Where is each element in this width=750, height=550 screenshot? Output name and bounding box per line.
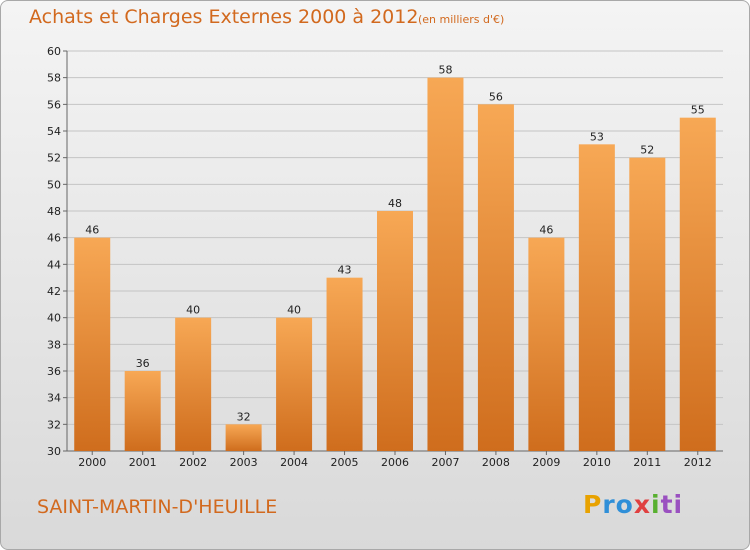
y-tick-label: 46 xyxy=(47,232,61,245)
bar-value-label: 32 xyxy=(237,410,251,423)
bar-value-label: 46 xyxy=(539,224,553,237)
bars xyxy=(74,77,716,452)
bar-value-label: 36 xyxy=(136,357,150,370)
y-tick-label: 60 xyxy=(47,45,61,58)
y-tick-label: 54 xyxy=(47,125,61,138)
y-tick-label: 50 xyxy=(47,178,61,191)
bar-value-label: 43 xyxy=(338,264,352,277)
bar-value-label: 55 xyxy=(691,104,705,117)
logo-part: P xyxy=(583,490,603,519)
chart-title: Achats et Charges Externes 2000 à 2012 xyxy=(29,6,419,28)
chart-subtitle: (en milliers d'€) xyxy=(418,13,505,26)
y-tick-label: 34 xyxy=(47,392,61,405)
y-tick-label: 32 xyxy=(47,418,61,431)
x-tick-label: 2000 xyxy=(78,456,106,469)
x-tick-label: 2001 xyxy=(129,456,157,469)
y-tick-label: 44 xyxy=(47,258,61,271)
logo-part: ti xyxy=(660,490,684,519)
x-tick-label: 2003 xyxy=(230,456,258,469)
bar xyxy=(578,144,615,452)
bar-value-label: 52 xyxy=(640,144,654,157)
bar-value-label: 40 xyxy=(186,304,200,317)
bar xyxy=(175,317,212,451)
logo-part: i xyxy=(650,490,661,519)
y-tick-label: 40 xyxy=(47,312,61,325)
bar xyxy=(225,424,262,451)
bar xyxy=(74,237,111,451)
bar xyxy=(679,117,716,452)
x-tick-label: 2002 xyxy=(179,456,207,469)
y-tick-label: 56 xyxy=(47,98,61,111)
bar xyxy=(477,104,514,451)
y-tick-label: 48 xyxy=(47,205,61,218)
x-tick-label: 2011 xyxy=(633,456,661,469)
x-tick-label: 2006 xyxy=(381,456,409,469)
y-tick-label: 52 xyxy=(47,152,61,165)
bar-value-label: 58 xyxy=(438,64,452,77)
logo-part: x xyxy=(633,490,651,519)
x-tick-label: 2008 xyxy=(482,456,510,469)
bar-value-label: 53 xyxy=(590,130,604,143)
bar xyxy=(276,317,313,451)
y-tick-label: 38 xyxy=(47,338,61,351)
labels: 30 32 34 36 38 40 42 44 46 48 50 52 54 56 58 60 46 2000 36… xyxy=(47,45,712,469)
bar xyxy=(124,371,161,451)
y-tick-label: 36 xyxy=(47,365,61,378)
x-tick-label: 2007 xyxy=(431,456,459,469)
bar-value-label: 48 xyxy=(388,197,402,210)
bar xyxy=(326,277,363,451)
proxiti-logo: Proxiti xyxy=(583,490,683,519)
x-tick-label: 2012 xyxy=(684,456,712,469)
commune-name: SAINT-MARTIN-D'HEUILLE xyxy=(37,496,278,518)
bar xyxy=(427,77,464,452)
bar xyxy=(629,157,666,451)
bar xyxy=(528,237,565,451)
bar-value-label: 56 xyxy=(489,90,503,103)
bar-value-label: 40 xyxy=(287,304,301,317)
logo-part: ro xyxy=(602,490,634,519)
y-tick-label: 30 xyxy=(47,445,61,458)
x-tick-label: 2004 xyxy=(280,456,308,469)
y-tick-label: 42 xyxy=(47,285,61,298)
bar-value-label: 46 xyxy=(85,224,99,237)
y-tick-label: 58 xyxy=(47,72,61,85)
x-tick-label: 2005 xyxy=(331,456,359,469)
x-tick-label: 2010 xyxy=(583,456,611,469)
x-tick-label: 2009 xyxy=(532,456,560,469)
bar xyxy=(377,211,413,451)
